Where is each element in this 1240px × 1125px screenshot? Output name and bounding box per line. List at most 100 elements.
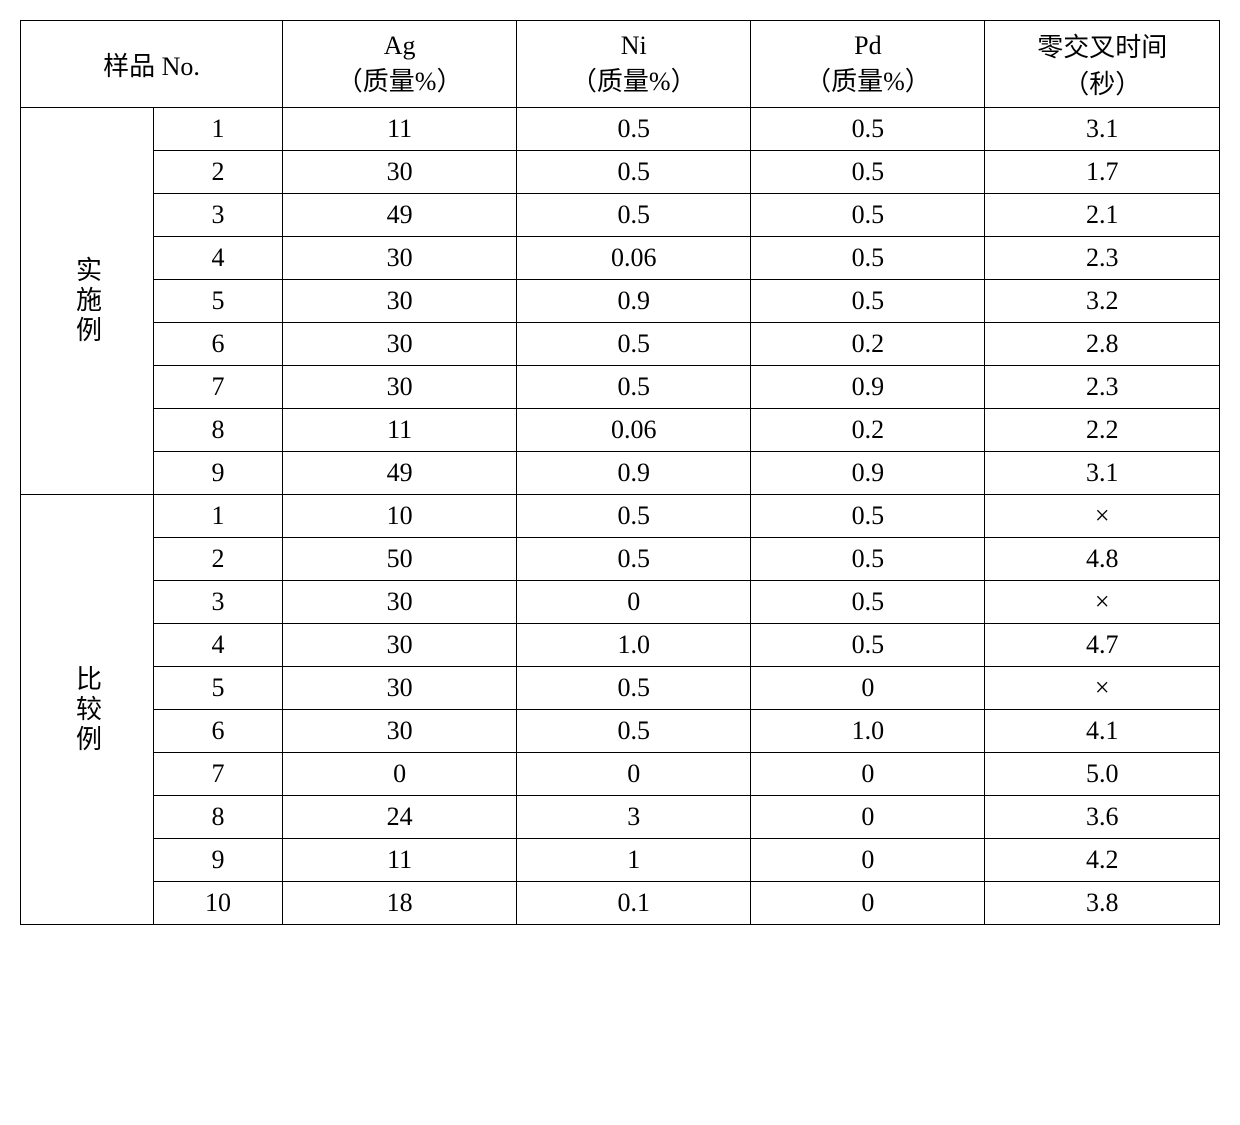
cell-no: 2 [154, 151, 283, 194]
cell-no: 8 [154, 409, 283, 452]
cell-zero-cross: 4.8 [985, 538, 1220, 581]
cell-pd: 0.9 [751, 452, 985, 495]
table-row: 10180.103.8 [21, 882, 1220, 925]
cell-ni: 1.0 [517, 624, 751, 667]
header-ag-line2: （质量%） [293, 61, 506, 98]
table-row: 6300.50.22.8 [21, 323, 1220, 366]
header-ni-line2: （质量%） [527, 61, 740, 98]
header-ag-line1: Ag [293, 31, 506, 61]
cell-no: 3 [154, 581, 283, 624]
table-row: 9490.90.93.1 [21, 452, 1220, 495]
cell-ni: 0.5 [517, 667, 751, 710]
cell-ni: 0.1 [517, 882, 751, 925]
cell-zero-cross: 3.2 [985, 280, 1220, 323]
cell-ag: 30 [283, 151, 517, 194]
cell-zero-cross: 3.8 [985, 882, 1220, 925]
table-row: 70005.0 [21, 753, 1220, 796]
table-row: 4301.00.54.7 [21, 624, 1220, 667]
cell-ag: 0 [283, 753, 517, 796]
header-zc-line2: （秒） [995, 64, 1209, 101]
cell-zero-cross: 2.1 [985, 194, 1220, 237]
cell-pd: 0.5 [751, 581, 985, 624]
table-row: 4300.060.52.3 [21, 237, 1220, 280]
header-sample-no: 样品 No. [21, 21, 283, 108]
table-row: 5300.90.53.2 [21, 280, 1220, 323]
table-row: 实施例1110.50.53.1 [21, 108, 1220, 151]
cell-zero-cross: 4.1 [985, 710, 1220, 753]
group-label: 实施例 [21, 108, 154, 495]
cell-ag: 49 [283, 452, 517, 495]
cell-ni: 0.5 [517, 323, 751, 366]
header-row: 样品 No. Ag （质量%） Ni （质量%） Pd （质量%） 零交叉时间 … [21, 21, 1220, 108]
header-pd: Pd （质量%） [751, 21, 985, 108]
cell-ag: 30 [283, 366, 517, 409]
cell-pd: 0 [751, 667, 985, 710]
cell-ag: 30 [283, 280, 517, 323]
cell-no: 3 [154, 194, 283, 237]
cell-ni: 3 [517, 796, 751, 839]
cell-no: 9 [154, 452, 283, 495]
cell-ni: 1 [517, 839, 751, 882]
data-table: 样品 No. Ag （质量%） Ni （质量%） Pd （质量%） 零交叉时间 … [20, 20, 1220, 925]
table-row: 911104.2 [21, 839, 1220, 882]
cell-ni: 0.06 [517, 237, 751, 280]
cell-pd: 0.5 [751, 108, 985, 151]
cell-no: 6 [154, 710, 283, 753]
group-label: 比较例 [21, 495, 154, 925]
cell-ni: 0 [517, 581, 751, 624]
cell-pd: 0 [751, 839, 985, 882]
cell-pd: 0 [751, 753, 985, 796]
cell-pd: 0.5 [751, 151, 985, 194]
cell-ag: 30 [283, 237, 517, 280]
cell-ag: 30 [283, 710, 517, 753]
cell-no: 7 [154, 366, 283, 409]
cell-ag: 49 [283, 194, 517, 237]
cell-no: 1 [154, 108, 283, 151]
header-zero-cross: 零交叉时间 （秒） [985, 21, 1220, 108]
cell-no: 4 [154, 624, 283, 667]
cell-ag: 30 [283, 667, 517, 710]
cell-pd: 0.9 [751, 366, 985, 409]
cell-no: 2 [154, 538, 283, 581]
cell-pd: 0.5 [751, 237, 985, 280]
cell-zero-cross: 5.0 [985, 753, 1220, 796]
header-ni-line1: Ni [527, 31, 740, 61]
cell-ag: 30 [283, 581, 517, 624]
cell-zero-cross: 2.2 [985, 409, 1220, 452]
table-row: 6300.51.04.1 [21, 710, 1220, 753]
cell-zero-cross: 3.1 [985, 108, 1220, 151]
header-pd-line1: Pd [761, 31, 974, 61]
cell-ag: 11 [283, 409, 517, 452]
table-row: 5300.50× [21, 667, 1220, 710]
cell-zero-cross: × [985, 581, 1220, 624]
table-row: 8110.060.22.2 [21, 409, 1220, 452]
cell-no: 6 [154, 323, 283, 366]
table-row: 7300.50.92.3 [21, 366, 1220, 409]
cell-no: 9 [154, 839, 283, 882]
cell-ni: 0.5 [517, 194, 751, 237]
cell-pd: 0.2 [751, 409, 985, 452]
cell-pd: 0.5 [751, 538, 985, 581]
cell-ag: 24 [283, 796, 517, 839]
cell-pd: 0.5 [751, 495, 985, 538]
cell-ni: 0 [517, 753, 751, 796]
cell-zero-cross: × [985, 667, 1220, 710]
cell-pd: 1.0 [751, 710, 985, 753]
cell-ni: 0.06 [517, 409, 751, 452]
cell-zero-cross: 2.3 [985, 366, 1220, 409]
cell-ag: 10 [283, 495, 517, 538]
cell-no: 1 [154, 495, 283, 538]
table-row: 2300.50.51.7 [21, 151, 1220, 194]
cell-no: 7 [154, 753, 283, 796]
cell-ni: 0.9 [517, 280, 751, 323]
table-body: 实施例1110.50.53.12300.50.51.73490.50.52.14… [21, 108, 1220, 925]
cell-pd: 0.5 [751, 194, 985, 237]
header-pd-line2: （质量%） [761, 61, 974, 98]
cell-ni: 0.5 [517, 538, 751, 581]
table-row: 比较例1100.50.5× [21, 495, 1220, 538]
cell-pd: 0 [751, 796, 985, 839]
cell-zero-cross: 2.8 [985, 323, 1220, 366]
cell-zero-cross: 2.3 [985, 237, 1220, 280]
table-row: 824303.6 [21, 796, 1220, 839]
cell-pd: 0.5 [751, 624, 985, 667]
